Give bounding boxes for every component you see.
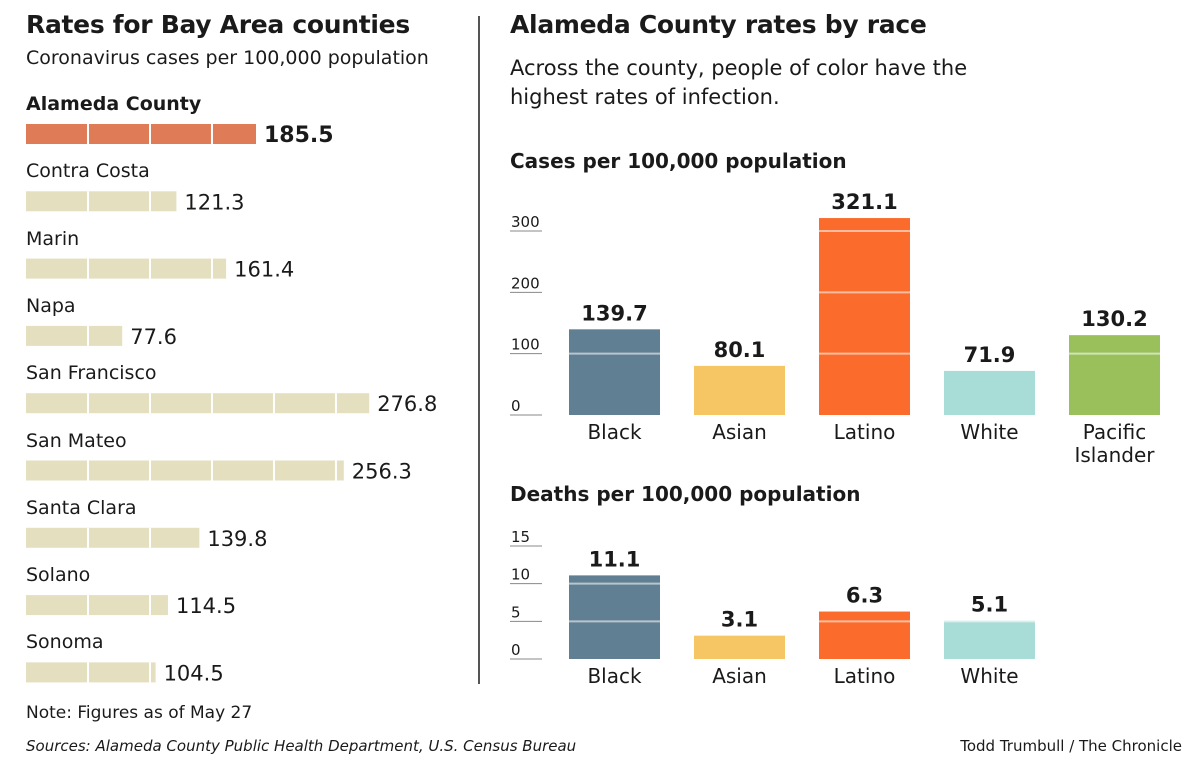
county-bar-marin: [26, 258, 227, 279]
county-label-san-francisco: San Francisco: [26, 362, 157, 385]
bar-value-1-white: 71.9: [964, 343, 1016, 367]
county-value-solano: 114.5: [176, 594, 236, 618]
county-bar-san-francisco: [26, 393, 370, 414]
county-value-san-francisco: 276.8: [377, 392, 437, 416]
category-label-1-black: Black: [587, 420, 642, 444]
county-label-marin: Marin: [26, 227, 80, 250]
ytick-label-1-300: 300: [511, 213, 540, 231]
panel-divider: [478, 16, 480, 684]
category-label-1-pacific-islander: Islander: [1074, 443, 1155, 467]
category-label-2-black: Black: [587, 664, 642, 688]
category-label-1-white: White: [960, 420, 1018, 444]
category-label-1-asian: Asian: [712, 420, 767, 444]
county-bar-alameda-county: [26, 124, 256, 144]
category-label-1-pacific-islander: Pacific: [1083, 420, 1147, 444]
bar-1-pacific-islander: [1069, 335, 1160, 415]
county-bar-solano: [26, 595, 168, 616]
county-label-sonoma: Sonoma: [26, 631, 104, 654]
county-value-alameda-county: 185.5: [264, 123, 334, 148]
bar-2-black: [569, 575, 660, 659]
category-label-2-latino: Latino: [834, 664, 896, 688]
footer-note: Note: Figures as of May 27: [26, 703, 253, 723]
ytick-label-1-200: 200: [511, 274, 540, 292]
county-value-napa: 77.6: [130, 325, 177, 349]
category-label-2-asian: Asian: [712, 664, 767, 688]
county-value-sonoma: 104.5: [164, 661, 224, 685]
county-bar-sonoma: [26, 662, 156, 683]
right-panel-description: Across the county, people of color have …: [510, 56, 968, 109]
left-panel-title: Rates for Bay Area counties: [26, 10, 410, 39]
bar-1-asian: [694, 365, 785, 415]
bar-1-white: [944, 370, 1035, 415]
right-panel-title: Alameda County rates by race: [510, 10, 927, 39]
county-value-marin: 161.4: [234, 258, 294, 282]
county-bar-san-mateo: [26, 460, 344, 481]
county-bar-napa: [26, 325, 123, 346]
bar-value-1-asian: 80.1: [714, 338, 766, 362]
bar-2-white: [944, 620, 1035, 659]
bar-value-2-asian: 3.1: [721, 608, 758, 632]
county-value-contra-costa: 121.3: [184, 190, 244, 214]
category-label-2-white: White: [960, 664, 1018, 688]
bar-value-2-latino: 6.3: [846, 584, 883, 608]
county-label-napa: Napa: [26, 294, 76, 317]
bar-1-latino: [819, 218, 910, 415]
ytick-label-2-10: 10: [511, 566, 530, 584]
county-value-santa-clara: 139.8: [207, 527, 267, 551]
bar-value-1-latino: 321.1: [831, 190, 897, 214]
county-bar-contra-costa: [26, 191, 177, 212]
cases-chart-title: Cases per 100,000 population: [510, 149, 847, 173]
bar-2-latino: [819, 611, 910, 659]
deaths-chart-title: Deaths per 100,000 population: [510, 482, 861, 506]
ytick-label-2-5: 5: [511, 603, 521, 621]
left-panel-subtitle: Coronavirus cases per 100,000 population: [26, 47, 429, 69]
bar-value-2-white: 5.1: [971, 593, 1008, 617]
county-label-contra-costa: Contra Costa: [26, 160, 150, 183]
bar-value-2-black: 11.1: [589, 547, 641, 571]
bar-1-black: [569, 329, 660, 415]
county-value-san-mateo: 256.3: [352, 460, 412, 484]
bar-value-1-pacific-islander: 130.2: [1081, 307, 1147, 331]
footer-credit: Todd Trumbull / The Chronicle: [960, 737, 1182, 755]
ytick-label-1-100: 100: [511, 336, 540, 354]
county-bar-santa-clara: [26, 527, 200, 548]
footer-sources: Sources: Alameda County Public Health De…: [26, 737, 577, 755]
county-label-solano: Solano: [26, 564, 91, 587]
county-label-santa-clara: Santa Clara: [26, 496, 137, 519]
ytick-label-1-0: 0: [511, 397, 521, 415]
category-label-1-latino: Latino: [834, 420, 896, 444]
ytick-label-2-15: 15: [511, 528, 530, 546]
bar-value-1-black: 139.7: [581, 301, 647, 325]
county-label-san-mateo: San Mateo: [26, 429, 127, 452]
bar-2-asian: [694, 635, 785, 659]
ytick-label-2-0: 0: [511, 641, 521, 659]
county-label-alameda-county: Alameda County: [26, 93, 202, 115]
